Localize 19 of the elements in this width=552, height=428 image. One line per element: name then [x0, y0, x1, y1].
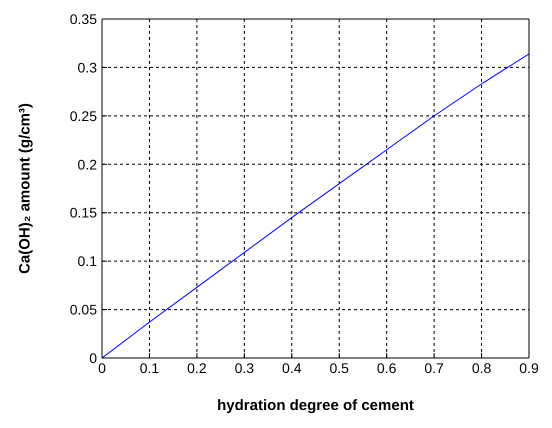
y-tick-label: 0.2: [78, 156, 98, 172]
y-tick-label: 0.25: [70, 108, 98, 124]
x-tick-label: 0.6: [376, 360, 397, 376]
x-tick-label: 0.3: [234, 360, 254, 376]
y-axis-title: Ca(OH)₂ amount (g/cm³): [16, 103, 34, 274]
y-tick-label: 0.1: [78, 253, 98, 270]
x-axis-title: hydration degree of cement: [217, 397, 414, 414]
y-tick-label: 0.35: [70, 10, 98, 27]
y-tick-label: 0.05: [70, 302, 98, 318]
y-tick-label: 0.3: [78, 59, 98, 76]
x-tick-label: 0.4: [282, 360, 302, 376]
x-tick-label: 0.1: [140, 360, 160, 376]
x-tick-label: 0.9: [519, 360, 539, 376]
x-tick-label: 0.5: [329, 360, 350, 376]
y-tick-label: 0: [89, 350, 98, 366]
x-tick-label: 0.7: [424, 360, 444, 376]
x-tick-label: 0.8: [472, 360, 492, 376]
y-tick-label: 0.15: [70, 204, 98, 221]
x-tick-label: 0.2: [187, 360, 207, 376]
